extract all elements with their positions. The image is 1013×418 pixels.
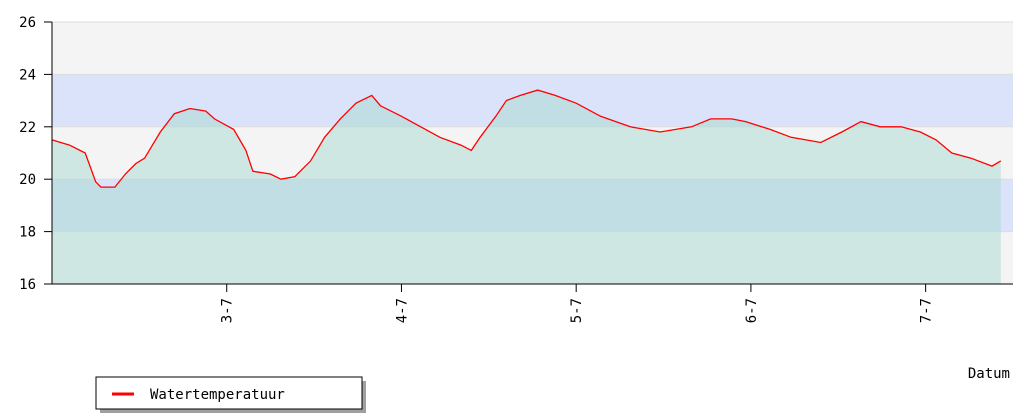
line bbox=[51, 89, 1002, 188]
x-tick-label: 5-7 bbox=[569, 298, 585, 323]
y-tick-label: 16 bbox=[19, 277, 36, 293]
x-tick-label: 6-7 bbox=[744, 298, 760, 323]
y-tick-label: 24 bbox=[19, 67, 36, 83]
y-tick-label: 18 bbox=[19, 225, 36, 241]
y-tick-label: 20 bbox=[19, 172, 36, 188]
y-tick-label: 26 bbox=[19, 15, 36, 31]
y-tick-label: 22 bbox=[19, 120, 36, 136]
x-tick-label: 7-7 bbox=[919, 298, 935, 323]
x-tick-label: 3-7 bbox=[220, 298, 236, 323]
x-tick-label: 4-7 bbox=[394, 298, 410, 323]
legend-label: Watertemperatuur bbox=[150, 387, 285, 403]
grid-band bbox=[52, 22, 1013, 75]
legend bbox=[95, 376, 363, 410]
plot-area bbox=[51, 21, 1013, 285]
area bbox=[52, 90, 1001, 284]
x-axis-label: Datum bbox=[968, 366, 1010, 382]
